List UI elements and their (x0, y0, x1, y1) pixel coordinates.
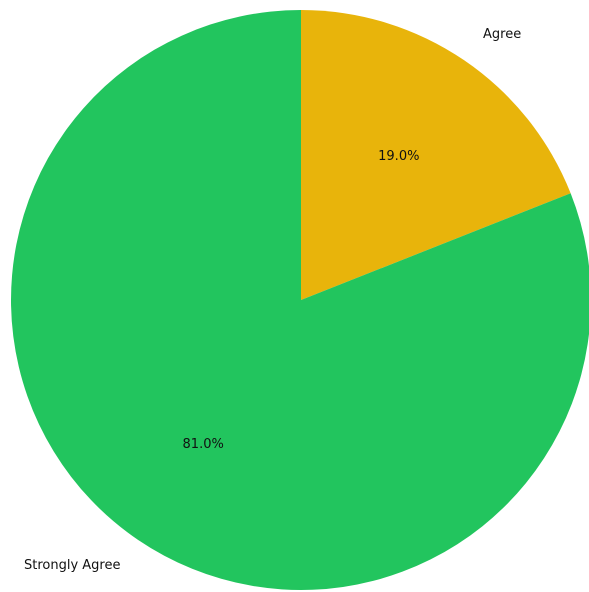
pie-value-label: 81.0% (183, 437, 224, 452)
pie-labels: 19.0% Agree 81.0% Strongly Agree (24, 27, 521, 573)
pie-slice-strongly-agree (11, 10, 589, 590)
pie-slice-agree (301, 10, 571, 300)
pie-value-label: 19.0% (378, 149, 419, 164)
pie-category-label: Strongly Agree (24, 558, 121, 573)
pie-slices (11, 10, 589, 590)
pie-category-label: Agree (483, 27, 521, 42)
